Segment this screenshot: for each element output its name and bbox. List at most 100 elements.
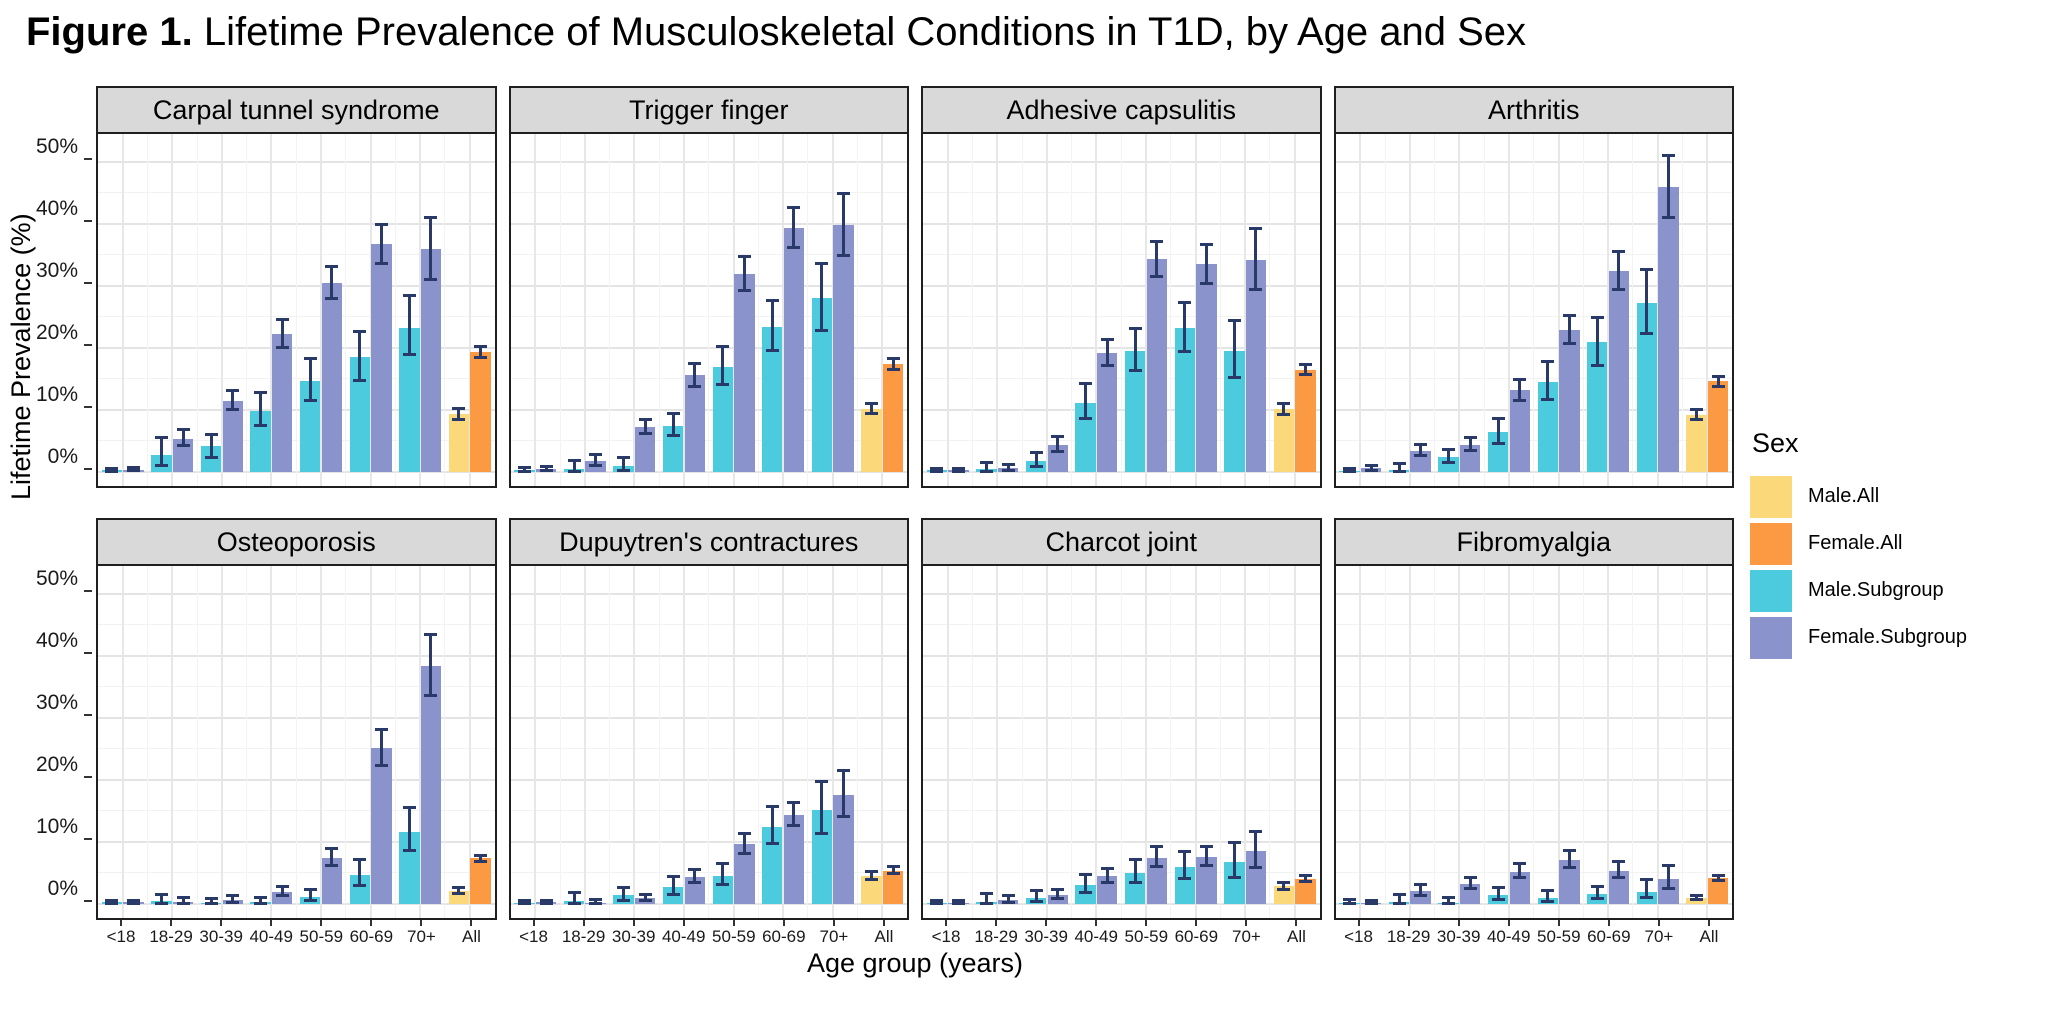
bar-50-59-female [1146,259,1168,472]
facet-panel-adhesive-capsulitis: Adhesive capsulitis [921,86,1322,488]
error-bar-cap [688,881,702,885]
legend-entry-female-subgroup: Female.Subgroup [1750,614,2030,661]
plot-area-dupuytren-s-contractures [508,564,909,920]
error-bar-cap [1364,898,1378,902]
x-tick-mark [1295,920,1298,926]
gridline-vertical-major [1293,566,1296,918]
error-bar-cap [1513,862,1527,866]
gridline-vertical-major [320,134,323,486]
error-bar [985,462,989,472]
gridline-vertical-minor [1120,134,1122,486]
error-bar [1105,339,1109,366]
bar-all-female [1707,877,1729,904]
error-bar-cap [1199,864,1213,868]
error-bar [770,300,774,351]
gridline-vertical-major [1408,566,1411,918]
gridline-vertical-major [583,134,586,486]
x-tick-mark [1245,920,1248,926]
error-bar-cap [517,466,531,470]
error-bar [1133,328,1137,371]
error-bar-cap [353,378,367,382]
error-bar [1645,269,1649,334]
y-axis-ticks-bottom-row: 0% 10% 20% 30% 40% 50% [6,564,92,916]
error-bar [429,217,433,280]
error-bar [1347,899,1351,904]
gridline-vertical-major [1045,566,1048,918]
bar-40-49-male [1075,884,1096,904]
gridline-vertical-major [1607,566,1610,918]
facet-row-bottom: Osteoporosis <18 18-29 30-39 40-49 50-59 60-69… [96,518,1734,950]
error-bar-cap [737,289,751,293]
error-bar [1716,875,1720,881]
error-bar-cap [1711,873,1725,877]
error-bar [1133,859,1137,883]
gridline-vertical-major [782,566,785,918]
error-bar-cap [1541,360,1555,364]
gridline-vertical-minor [394,566,396,918]
error-bar [1084,383,1088,419]
error-bar-cap [638,432,652,436]
bar-40-49-female [1509,390,1530,472]
error-bar [259,897,263,904]
error-bar-cap [303,899,317,903]
error-bar-cap [688,384,702,388]
error-bar-cap [737,255,751,259]
error-bar [572,892,576,904]
error-bar-cap [402,805,416,809]
x-tick-mark [732,920,735,926]
bar-60-69-male [1174,328,1195,472]
error-bar-cap [303,398,317,402]
plot-area-adhesive-capsulitis [921,132,1322,488]
error-bar-cap [638,892,652,896]
error-bar-cap [1178,349,1192,353]
error-bar-cap [1689,894,1703,898]
x-tick-label: 30-39 [1024,927,1068,946]
legend-swatch-female-subgroup [1750,616,1792,659]
error-bar-cap [864,870,878,874]
facet-panel-arthritis: Arthritis [1333,86,1734,488]
gridline-vertical-minor [757,566,759,918]
error-bar-cap [666,412,680,416]
x-tick-label: 60-69 [762,927,806,946]
bar-60-69-male [349,357,370,472]
error-bar [1204,244,1208,284]
bar-all-female [470,352,491,472]
gridline-vertical-major [1194,566,1197,918]
error-bar-cap [303,357,317,361]
gridline-vertical-major [1145,566,1148,918]
gridline-vertical-minor [196,134,198,486]
error-bar-cap [1001,469,1015,473]
error-bar [1496,887,1500,900]
bar-70-female [1245,851,1267,904]
gridline-vertical-major [1045,134,1048,486]
bar-70-female [420,665,442,904]
error-bar-cap [1442,448,1456,452]
error-bar [259,392,263,426]
error-bar-cap [1277,887,1291,891]
gridline-vertical-minor [1384,566,1386,918]
error-bar-cap [886,865,900,869]
gridline-vertical-minor [1632,134,1634,486]
error-bar-cap [452,406,466,410]
gridline-vertical-major [881,134,884,486]
error-bar-cap [1541,888,1555,892]
error-bar-cap [1590,884,1604,888]
gridline-vertical-major [732,566,735,918]
error-bar-cap [424,277,438,281]
error-bar-cap [105,898,119,902]
error-bar-cap [765,841,779,845]
gridline-vertical-major [1507,134,1510,486]
x-tick-label: 40-49 [249,927,293,946]
error-bar [1282,882,1286,890]
x-tick-label: <18 [519,927,548,946]
error-bar-cap [176,901,190,905]
error-bar-cap [1661,864,1675,868]
y-tick-mark [84,652,92,654]
error-bar [935,900,939,904]
x-axis-ticks-fibromyalgia: <18 18-29 30-39 40-49 50-59 60-69 70+ All [1334,920,1735,950]
gridline-vertical-minor [1170,134,1172,486]
facet-panel-dupuytren-s-contractures: Dupuytren's contractures <18 18-29 30-39 40-… [508,518,909,950]
error-bar-cap [155,436,169,440]
error-bar-cap [1640,896,1654,900]
error-bar-cap [1590,363,1604,367]
